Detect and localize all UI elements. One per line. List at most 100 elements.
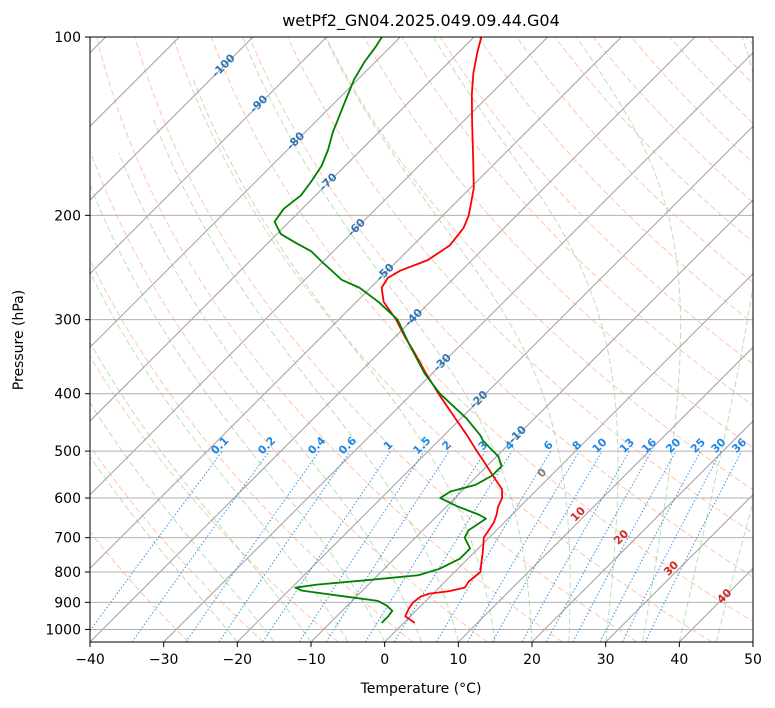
isotherm-line <box>90 37 328 275</box>
mixing-ratio-label: 0.6 <box>336 434 359 457</box>
isotherm-line <box>163 51 753 642</box>
x-tick-label: 20 <box>523 652 541 668</box>
mixing-ratio-label: 10 <box>590 435 610 455</box>
dry-adiabat <box>363 37 753 448</box>
dry-adiabat <box>478 37 753 324</box>
mixing-ratio-label: 0.2 <box>255 434 278 457</box>
mixing-ratio-line <box>435 450 552 642</box>
dry-adiabat <box>401 37 753 406</box>
background-lines <box>90 37 753 642</box>
x-axis-label: Temperature (°C) <box>360 681 482 697</box>
x-tick-label: 50 <box>744 652 762 668</box>
mixing-ratio-line <box>644 450 743 642</box>
mixing-ratio-line <box>521 450 630 642</box>
dry-adiabat <box>287 37 753 534</box>
moist-adiabat <box>242 37 533 642</box>
mixing-ratio-line <box>90 450 223 632</box>
mixing-ratio-label: 36 <box>729 435 749 455</box>
moist-adiabat <box>324 37 571 642</box>
dry-adiabat <box>210 37 753 623</box>
x-tick-label: 10 <box>449 652 467 668</box>
y-tick-label: 700 <box>54 531 81 547</box>
x-tick-label: −30 <box>149 652 179 668</box>
mixing-ratio-line <box>545 450 653 642</box>
profile-lines <box>273 37 504 624</box>
mixing-ratio-line <box>599 450 701 642</box>
mixing-ratio-line <box>131 450 270 642</box>
mixing-ratio-line <box>185 450 320 642</box>
dewpoint-line <box>273 37 503 624</box>
isotherm-line <box>236 125 753 642</box>
y-tick-label: 600 <box>54 491 81 507</box>
dry-adiabat <box>516 37 753 284</box>
x-tick-label: 40 <box>670 652 688 668</box>
plot-frame <box>89 36 754 643</box>
y-tick-label: 900 <box>54 595 81 611</box>
moist-adiabat <box>90 341 312 642</box>
moist-adiabat-label: 0 <box>535 465 550 480</box>
mixing-ratio-label: 16 <box>639 435 659 455</box>
dry-adiabat <box>630 37 753 164</box>
y-axis-ticks: 100 200 300 400 500 600 700 800 900 1000 <box>45 30 90 638</box>
mixing-ratio-line <box>572 450 677 642</box>
x-tick-label: 0 <box>380 652 389 668</box>
dry-adiabat <box>592 37 753 203</box>
moist-adiabat <box>432 37 619 642</box>
y-tick-label: 500 <box>54 444 81 460</box>
moist-adiabat <box>192 77 496 642</box>
dry-adiabat <box>96 37 563 642</box>
dry-adiabat <box>325 37 753 491</box>
y-tick-label: 200 <box>54 208 81 224</box>
mixing-ratio-line <box>298 450 425 642</box>
moist-adiabat-label: 20 <box>611 527 631 547</box>
isotherm-line <box>90 37 696 642</box>
x-tick-label: −40 <box>75 652 105 668</box>
mixing-ratio-line <box>621 450 722 642</box>
isotherm-line <box>90 37 549 496</box>
temperature-line <box>380 37 504 624</box>
x-tick-label: −10 <box>296 652 326 668</box>
chart-title: wetPf2_GN04.2025.049.09.44.G04 <box>282 11 560 31</box>
isotherm-line <box>384 272 753 642</box>
mixing-ratio-label: 30 <box>709 435 729 455</box>
moist-adiabat <box>90 401 275 642</box>
isotherm-line <box>752 641 753 642</box>
isotherm-line <box>90 37 475 422</box>
mixing-ratio-lines <box>90 450 743 642</box>
moist-adiabat <box>152 117 459 642</box>
mixing-ratio-line <box>218 450 351 642</box>
isotherm-line <box>90 37 254 201</box>
isotherm-line <box>90 37 401 349</box>
moist-adiabat <box>90 183 386 642</box>
dry-adiabat <box>134 37 638 642</box>
moist-adiabat <box>90 455 238 642</box>
y-tick-label: 400 <box>54 387 81 403</box>
mixing-ratio-label: 0.4 <box>305 434 328 457</box>
x-axis-ticks: −40 −30 −20 −10 0 10 20 30 40 50 <box>75 642 762 668</box>
x-tick-label: −20 <box>223 652 253 668</box>
grid-lines <box>90 37 753 642</box>
isotherm-line <box>605 493 753 642</box>
isotherm-line <box>678 567 753 642</box>
moist-adiabat <box>576 37 682 642</box>
mixing-ratio-line <box>393 450 513 642</box>
moist-adiabat <box>678 37 753 642</box>
mixing-ratio-line <box>325 450 450 642</box>
dry-adiabat <box>745 37 753 46</box>
isotherm-line <box>531 420 753 642</box>
dry-adiabat <box>90 258 414 642</box>
mixing-ratio-line <box>262 450 392 642</box>
moist-adiabat <box>90 270 349 642</box>
dry-adiabat <box>249 37 753 578</box>
dry-adiabat <box>90 355 339 642</box>
mixing-ratio-label: 0.1 <box>208 434 231 457</box>
mixing-ratio-line <box>364 450 486 642</box>
isotherm-line <box>310 199 753 642</box>
dry-adiabat <box>90 530 190 642</box>
moist-adiabat <box>118 152 422 642</box>
y-tick-label: 100 <box>54 30 81 46</box>
y-axis-label: Pressure (hPa) <box>11 290 27 390</box>
y-tick-label: 1000 <box>45 622 81 638</box>
y-tick-label: 300 <box>54 313 81 329</box>
